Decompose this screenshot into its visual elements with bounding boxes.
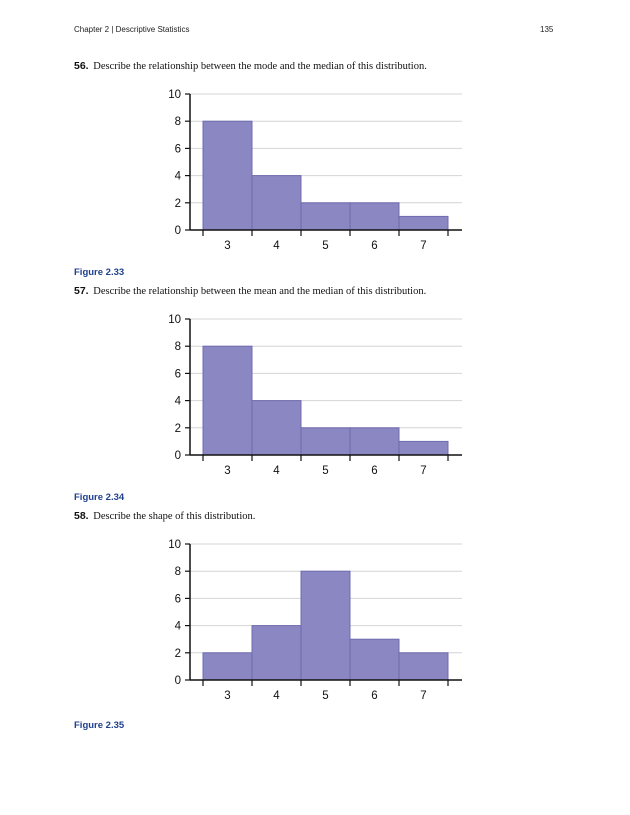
bar-5: [300, 427, 351, 456]
x-tick-label: 7: [420, 465, 426, 477]
x-tick-label: 5: [322, 240, 328, 252]
y-tick-label: 2: [175, 423, 181, 435]
y-tick-label: 6: [175, 143, 181, 155]
bar-4: [251, 400, 302, 456]
figure-caption-2-35: Figure 2.35: [74, 720, 125, 731]
bar-5: [300, 570, 351, 681]
question-number: 57.: [74, 285, 89, 297]
bar-3: [202, 345, 253, 456]
y-tick-label: 6: [175, 368, 181, 380]
y-tick-label: 10: [168, 539, 181, 551]
question-58: 58. Describe the shape of this distribut…: [74, 510, 255, 522]
x-tick-label: 3: [224, 465, 230, 477]
question-text: Describe the relationship between the me…: [93, 286, 427, 297]
x-tick-label: 4: [273, 690, 280, 702]
x-tick-label: 4: [273, 465, 280, 477]
histogram-figure-2-35: 0 2 4 6 8 10 3 4 5 6 7: [168, 539, 462, 702]
question-text: Describe the relationship between the mo…: [93, 61, 427, 72]
bar-3: [202, 120, 253, 231]
question-57: 57. Describe the relationship between th…: [74, 285, 426, 297]
y-tick-label: 10: [168, 89, 181, 101]
y-tick-label: 2: [175, 198, 181, 210]
y-tick-label: 8: [175, 116, 181, 128]
y-tick-label: 0: [175, 450, 181, 462]
y-tick-label: 8: [175, 566, 181, 578]
histogram-figure-2-34: 0 2 4 6 8 10 3 4 5 6 7: [168, 314, 462, 477]
bar-4: [251, 625, 302, 681]
figure-caption-2-33: Figure 2.33: [74, 267, 125, 278]
bar-6: [349, 638, 400, 681]
x-tick-label: 3: [224, 690, 230, 702]
x-tick-label: 6: [371, 690, 377, 702]
bar-6: [349, 427, 400, 456]
y-tick-label: 6: [175, 593, 181, 605]
bar-7: [398, 652, 449, 681]
x-tick-label: 7: [420, 240, 426, 252]
y-tick-label: 0: [175, 675, 181, 687]
x-tick-label: 5: [322, 465, 328, 477]
bar-3: [202, 652, 253, 681]
y-tick-label: 0: [175, 225, 181, 237]
y-tick-label: 10: [168, 314, 181, 326]
y-tick-label: 2: [175, 648, 181, 660]
x-tick-label: 6: [371, 465, 377, 477]
bar-5: [300, 202, 351, 231]
bar-4: [251, 175, 302, 231]
chapter-header: Chapter 2 | Descriptive Statistics: [74, 25, 190, 34]
page-number: 135: [540, 25, 554, 34]
x-tick-label: 7: [420, 690, 426, 702]
question-number: 56.: [74, 60, 89, 72]
histogram-figure-2-33: 0 2 4 6 8 10 3 4 5 6 7: [168, 89, 462, 252]
y-tick-label: 4: [175, 171, 182, 183]
figure-caption-2-34: Figure 2.34: [74, 492, 125, 503]
x-tick-label: 5: [322, 690, 328, 702]
bar-7: [398, 215, 449, 231]
y-tick-label: 8: [175, 341, 181, 353]
question-text: Describe the shape of this distribution.: [93, 511, 256, 522]
bar-6: [349, 202, 400, 231]
question-56: 56. Describe the relationship between th…: [74, 60, 427, 72]
y-tick-label: 4: [175, 621, 182, 633]
x-tick-label: 4: [273, 240, 280, 252]
x-tick-label: 6: [371, 240, 377, 252]
bar-7: [398, 440, 449, 456]
question-number: 58.: [74, 510, 89, 522]
y-tick-label: 4: [175, 396, 182, 408]
x-tick-label: 3: [224, 240, 230, 252]
